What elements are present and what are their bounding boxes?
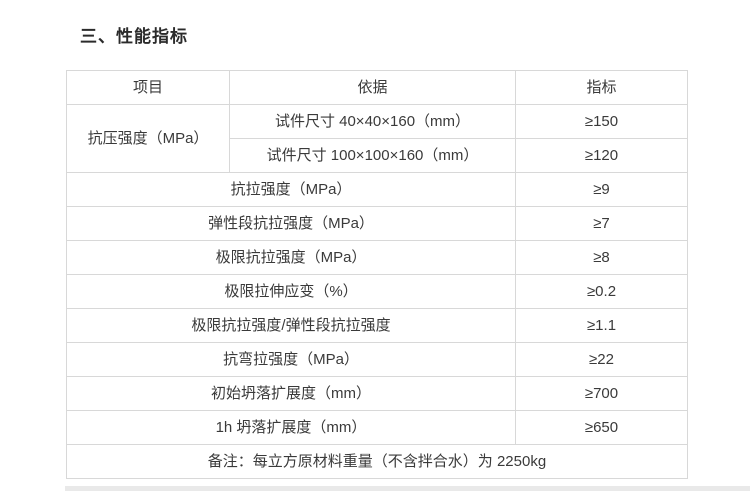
cell-value: ≥1.1: [515, 308, 688, 343]
cell-label: 初始坍落扩展度（mm）: [66, 376, 516, 411]
table-row: 极限拉伸应变（%） ≥0.2: [66, 274, 688, 309]
cell-value: ≥22: [515, 342, 688, 377]
cell-value: ≥650: [515, 410, 688, 445]
cell-label: 抗拉强度（MPa）: [66, 172, 516, 207]
cell-label: 极限抗拉强度（MPa）: [66, 240, 516, 275]
cell-compressive-strength-label: 抗压强度（MPa）: [66, 104, 230, 173]
cell-label: 弹性段抗拉强度（MPa）: [66, 206, 516, 241]
table-row: 抗拉强度（MPa） ≥9: [66, 172, 688, 207]
header-cell-basis: 依据: [229, 70, 516, 105]
table-row: 抗压强度（MPa） 试件尺寸 40×40×160（mm） ≥150: [66, 104, 688, 173]
cell-value: ≥0.2: [515, 274, 688, 309]
cell-basis: 试件尺寸 40×40×160（mm）: [229, 104, 516, 139]
cell-value: ≥8: [515, 240, 688, 275]
cell-value: ≥7: [515, 206, 688, 241]
table-row: 弹性段抗拉强度（MPa） ≥7: [66, 206, 688, 241]
table-row: 1h 坍落扩展度（mm） ≥650: [66, 410, 688, 445]
page-bottom-edge: [65, 486, 750, 491]
cell-label: 极限拉伸应变（%）: [66, 274, 516, 309]
header-cell-project: 项目: [66, 70, 230, 105]
cell-value: ≥700: [515, 376, 688, 411]
cell-label: 1h 坍落扩展度（mm）: [66, 410, 516, 445]
cell-basis: 试件尺寸 100×100×160（mm）: [229, 138, 516, 173]
cell-value: ≥9: [515, 172, 688, 207]
table-remark-row: 备注：每立方原材料重量（不含拌合水）为 2250kg: [66, 444, 688, 479]
table-row: 试件尺寸 100×100×160（mm） ≥120: [67, 138, 688, 173]
table-header-row: 项目 依据 指标: [66, 70, 688, 105]
cell-value: ≥120: [515, 138, 688, 173]
table-row: 初始坍落扩展度（mm） ≥700: [66, 376, 688, 411]
header-cell-indicator: 指标: [515, 70, 688, 105]
cell-label: 极限抗拉强度/弹性段抗拉强度: [66, 308, 516, 343]
performance-spec-table: 项目 依据 指标 抗压强度（MPa） 试件尺寸 40×40×160（mm） ≥1…: [66, 70, 688, 479]
cell-remark: 备注：每立方原材料重量（不含拌合水）为 2250kg: [66, 444, 688, 479]
cell-label: 抗弯拉强度（MPa）: [66, 342, 516, 377]
section-title: 三、性能指标: [80, 27, 188, 46]
table-row: 抗弯拉强度（MPa） ≥22: [66, 342, 688, 377]
cell-value: ≥150: [515, 104, 688, 139]
table-row: 极限抗拉强度（MPa） ≥8: [66, 240, 688, 275]
table-row: 极限抗拉强度/弹性段抗拉强度 ≥1.1: [66, 308, 688, 343]
